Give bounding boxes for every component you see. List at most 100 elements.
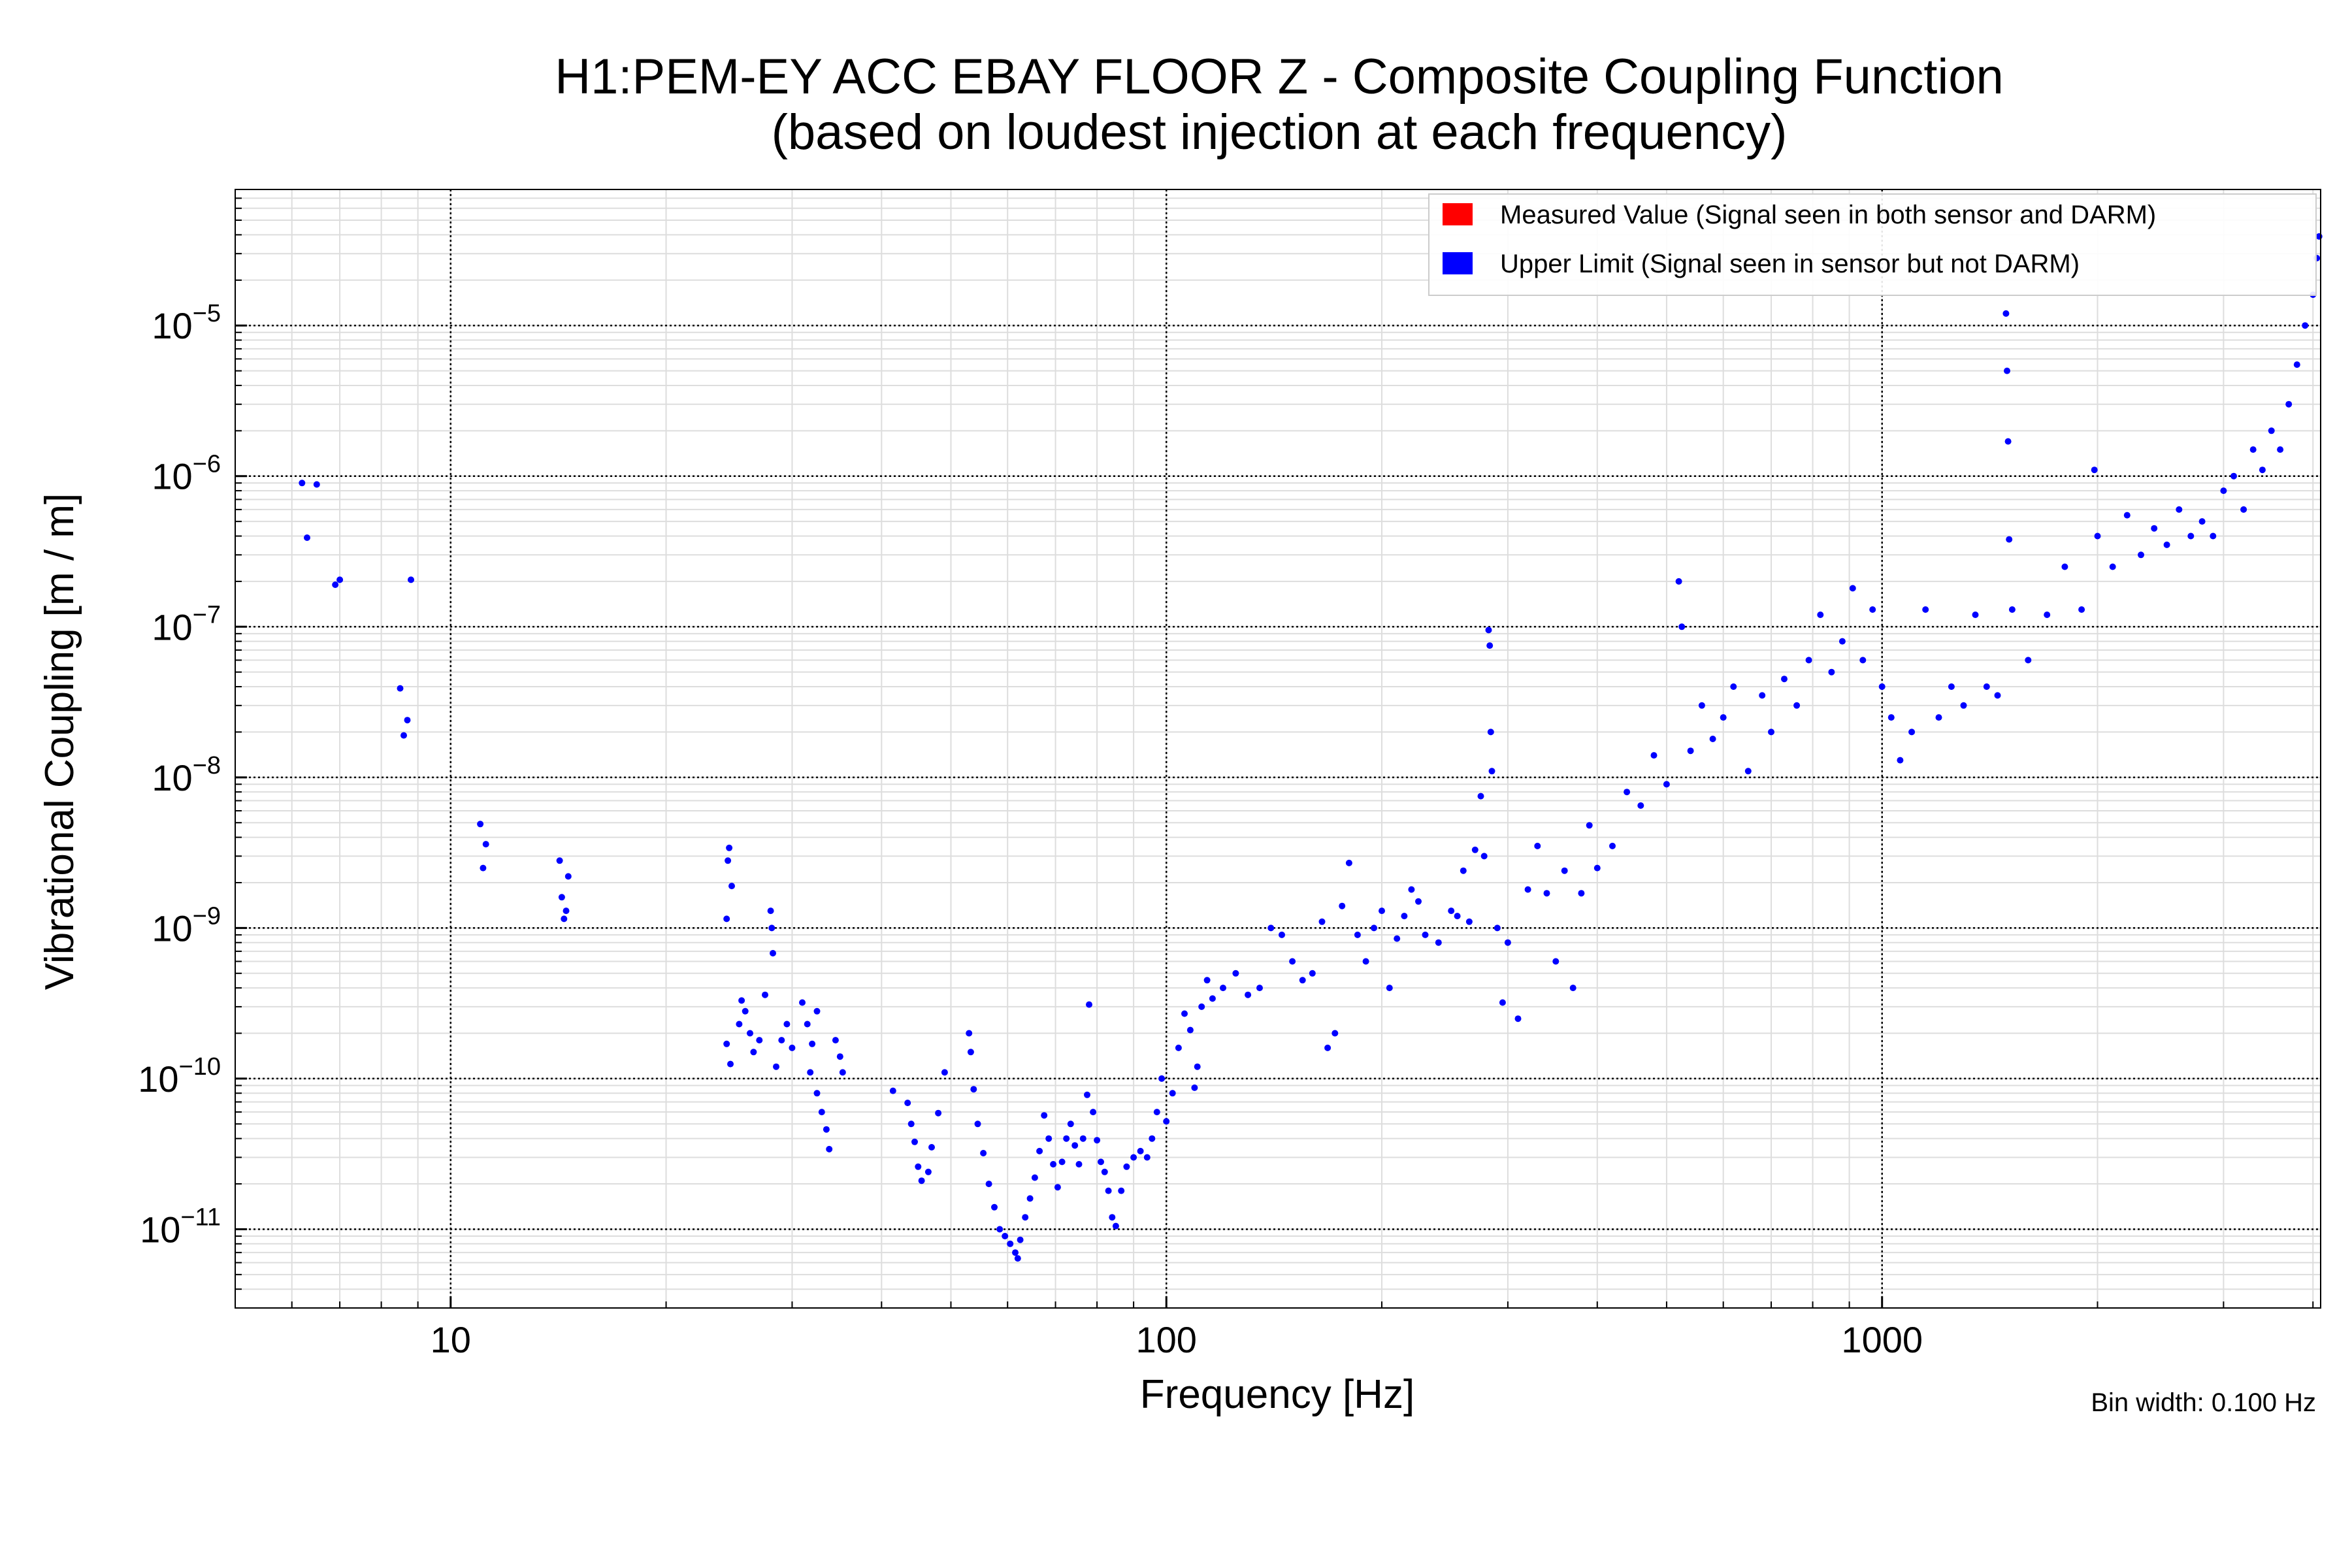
data-point [1118,1187,1125,1194]
data-point [558,894,565,901]
data-point [1045,1135,1053,1142]
data-point [1543,890,1550,897]
data-point [1153,1109,1160,1116]
data-point [2210,532,2217,540]
data-point [1075,1161,1083,1168]
data-point [1007,1240,1014,1247]
data-point [723,1040,730,1047]
data-point [1869,606,1876,613]
data-point [1109,1214,1116,1221]
data-point [477,821,484,828]
data-point [1112,1222,1119,1230]
data-point [1709,736,1716,742]
data-point [1922,606,1929,613]
data-point [2285,400,2293,408]
data-point [839,1069,846,1076]
data-point [728,883,735,890]
data-point [789,1044,796,1051]
axis-ticks: 10 100 1000 10−11 10−10 10−9 10−8 10−7 10−6 10−5 [138,189,2314,1360]
data-point [768,924,776,932]
data-point [991,1203,998,1211]
data-point [985,1181,992,1188]
plot-area-frame [235,189,2321,1309]
legend-swatch-measured [1443,203,1473,225]
data-point [970,1086,977,1093]
data-point [1908,728,1916,736]
y-axis-label: Vibrational Coupling [m / m] [37,493,82,990]
x-tick-label: 10 [431,1319,471,1360]
data-point [2091,466,2098,474]
data-point [2302,322,2309,329]
data-point [299,480,306,487]
data-point [1143,1154,1151,1161]
data-point [1415,898,1422,905]
data-point [750,1049,757,1056]
data-point [1098,1158,1104,1166]
data-point [556,857,563,864]
data-point [1339,902,1346,909]
data-point [1079,1135,1086,1142]
data-point [1768,728,1774,736]
data-point [2240,506,2247,513]
data-point [2044,612,2051,618]
data-point [1256,985,1263,992]
data-point [974,1120,981,1128]
data-point [2249,446,2257,453]
data-point [725,857,732,864]
data-point [1435,939,1442,946]
data-point [1232,970,1239,977]
data-point [1561,867,1568,874]
data-point [813,1090,821,1097]
data-point [1050,1161,1057,1168]
data-point [1084,1091,1090,1098]
data-point [823,1126,830,1133]
data-point [1158,1075,1166,1082]
data-point [1578,890,1585,897]
legend: Measured Value (Signal seen in both sens… [1428,193,2317,296]
data-point [1163,1118,1170,1125]
data-point [1485,627,1492,634]
data-point [1586,822,1593,829]
data-point [1730,683,1737,690]
data-point [738,997,745,1004]
data-point [1036,1147,1043,1154]
data-point [736,1021,743,1028]
data-point [2151,525,2158,532]
data-point [1849,585,1856,592]
data-point [996,1226,1004,1233]
data-point [400,732,407,739]
data-point [804,1021,811,1028]
data-point [1663,781,1670,788]
x-axis-label: Frequency [Hz] [1140,1372,1414,1417]
data-point [1198,1003,1205,1010]
data-point [1781,676,1788,683]
data-point [809,1040,816,1047]
data-point [1299,977,1306,984]
data-point [1552,958,1560,965]
data-point [1090,1109,1097,1116]
data-point [826,1145,833,1152]
data-point [1487,728,1494,736]
data-point [2078,606,2085,613]
data-point [1698,702,1705,709]
y-tick-label: 10−8 [152,752,221,798]
data-point [1002,1233,1009,1239]
data-point [1123,1163,1130,1170]
data-point [1014,1255,1021,1262]
data-point [1569,985,1576,992]
data-point [2277,446,2284,453]
data-point [813,1007,821,1015]
data-point [1026,1195,1034,1202]
data-point [1817,612,1824,618]
data-point [1637,802,1644,809]
data-point [1245,991,1252,998]
data-point [1362,958,1369,965]
data-point [1331,1030,1339,1037]
data-point [563,907,570,915]
data-point [1504,939,1511,946]
data-point [1465,918,1473,925]
data-point [1012,1249,1019,1256]
data-point [1086,1001,1092,1008]
legend-label-upper-limit: Upper Limit (Signal seen in sensor but n… [1500,250,2080,278]
data-point [1071,1142,1079,1149]
